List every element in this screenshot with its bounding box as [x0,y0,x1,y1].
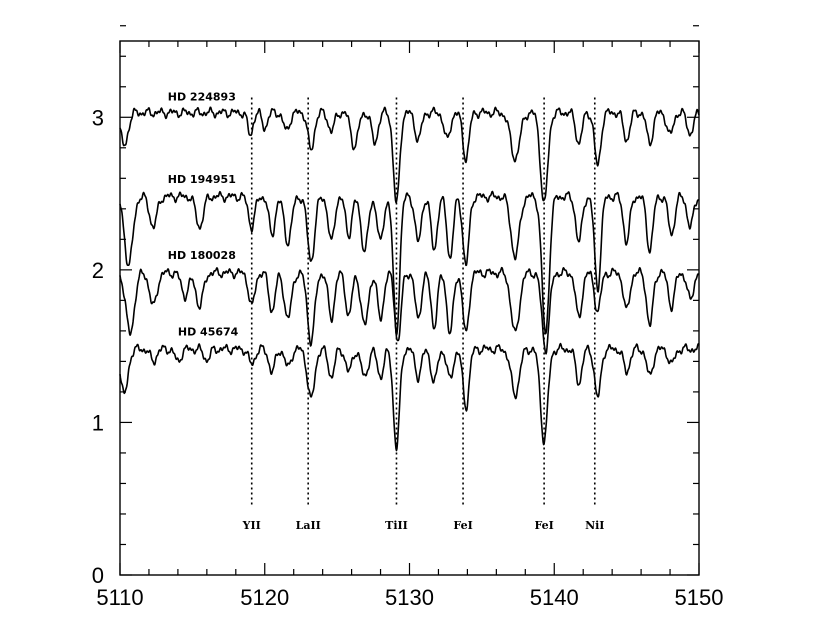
series-label: HD 224893 [168,91,236,104]
y-tick-label: 0 [92,563,104,588]
spectrum-line [119,106,700,204]
line-marker-label: NiI [585,519,604,532]
x-tick-label: 5130 [385,585,434,610]
y-tick-label: 1 [92,410,104,435]
series-label: HD 45674 [178,325,239,338]
plot-frame [119,40,700,576]
spectrum-line [119,190,700,336]
line-marker-label: LaII [296,519,321,532]
y-tick-label: 3 [92,105,104,130]
series-label: HD 194951 [168,173,236,186]
y-tick-label: 2 [92,258,104,283]
x-tick-label: 5120 [240,585,289,610]
line-markers: YII LaII TiII FeI FeI NiI [242,97,604,532]
line-marker-label: YII [242,519,261,532]
spectrum-line [119,266,700,355]
line-marker-label: TiII [385,519,408,532]
line-marker-label: FeI [453,519,472,532]
spectra: HD 224893 HD 194951 HD 180028 HD 45674 [119,91,700,452]
x-tick-label: 5140 [530,585,579,610]
series-label: HD 180028 [168,249,236,262]
line-marker-label: FeI [534,519,553,532]
x-tick-label: 5110 [96,585,143,610]
x-tick-label: 5150 [675,585,724,610]
spectrum-line [119,342,700,452]
